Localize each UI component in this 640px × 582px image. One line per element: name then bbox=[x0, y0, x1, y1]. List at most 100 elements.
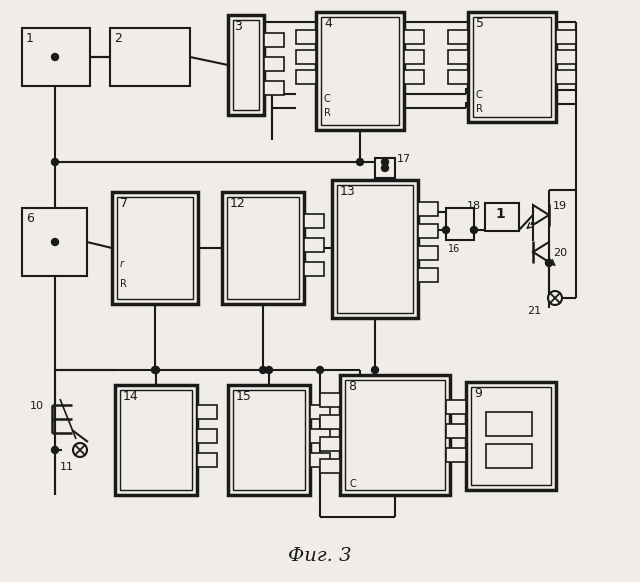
Bar bbox=[446, 424, 466, 438]
Text: R: R bbox=[120, 279, 127, 289]
Circle shape bbox=[51, 54, 58, 61]
Bar bbox=[556, 50, 576, 64]
Bar bbox=[310, 453, 330, 467]
Text: 19: 19 bbox=[553, 201, 567, 211]
Bar bbox=[264, 33, 284, 47]
Bar bbox=[316, 12, 404, 130]
Circle shape bbox=[152, 367, 159, 374]
Text: 16: 16 bbox=[448, 244, 460, 254]
Polygon shape bbox=[533, 242, 549, 262]
Bar bbox=[468, 12, 556, 122]
Circle shape bbox=[259, 367, 266, 374]
Bar bbox=[345, 380, 445, 490]
Bar bbox=[418, 202, 438, 216]
Text: 3: 3 bbox=[234, 20, 242, 33]
Bar bbox=[197, 405, 217, 419]
Text: 7: 7 bbox=[120, 197, 128, 210]
Bar bbox=[556, 30, 576, 44]
Bar bbox=[117, 197, 193, 299]
Text: 12: 12 bbox=[230, 197, 246, 210]
Bar bbox=[120, 390, 192, 490]
Circle shape bbox=[548, 291, 562, 305]
Circle shape bbox=[152, 367, 159, 374]
Bar bbox=[320, 459, 340, 473]
Bar bbox=[115, 385, 197, 495]
Circle shape bbox=[381, 165, 388, 172]
Text: 15: 15 bbox=[236, 390, 252, 403]
Bar bbox=[264, 57, 284, 71]
Bar bbox=[197, 453, 217, 467]
Bar bbox=[446, 208, 474, 240]
Bar bbox=[466, 382, 556, 490]
Bar bbox=[337, 185, 413, 313]
Text: 20: 20 bbox=[553, 248, 567, 258]
Bar bbox=[375, 158, 395, 178]
Circle shape bbox=[356, 158, 364, 165]
Bar bbox=[448, 30, 468, 44]
Circle shape bbox=[317, 367, 323, 374]
Bar bbox=[320, 393, 340, 407]
Text: 21: 21 bbox=[527, 306, 541, 316]
Bar bbox=[332, 180, 418, 318]
Bar bbox=[264, 81, 284, 95]
Circle shape bbox=[73, 443, 87, 457]
Bar bbox=[197, 429, 217, 443]
Bar bbox=[485, 203, 519, 231]
Text: 2: 2 bbox=[114, 32, 122, 45]
Bar bbox=[404, 50, 424, 64]
Bar bbox=[486, 444, 532, 468]
Bar bbox=[228, 15, 264, 115]
Circle shape bbox=[545, 260, 552, 267]
Bar bbox=[296, 70, 316, 84]
Bar bbox=[320, 437, 340, 451]
Text: R: R bbox=[324, 108, 331, 118]
Text: Фиг. 3: Фиг. 3 bbox=[288, 547, 352, 565]
Text: 13: 13 bbox=[340, 185, 356, 198]
Bar bbox=[446, 448, 466, 462]
Circle shape bbox=[442, 226, 449, 233]
Bar bbox=[340, 375, 450, 495]
Text: 17: 17 bbox=[397, 154, 411, 164]
Text: 6: 6 bbox=[26, 212, 34, 225]
Text: 11: 11 bbox=[60, 462, 74, 472]
Bar bbox=[320, 415, 340, 429]
Bar bbox=[110, 28, 190, 86]
Bar bbox=[222, 192, 304, 304]
Bar bbox=[486, 412, 532, 436]
Bar bbox=[310, 405, 330, 419]
Bar bbox=[304, 238, 324, 252]
Text: 10: 10 bbox=[30, 401, 44, 411]
Circle shape bbox=[51, 158, 58, 165]
Circle shape bbox=[266, 367, 273, 374]
Polygon shape bbox=[533, 205, 549, 225]
Circle shape bbox=[381, 158, 388, 165]
Bar bbox=[304, 262, 324, 276]
Text: 4: 4 bbox=[324, 17, 332, 30]
Bar bbox=[228, 385, 310, 495]
Bar bbox=[227, 197, 299, 299]
Bar bbox=[233, 390, 305, 490]
Circle shape bbox=[371, 367, 378, 374]
Bar bbox=[404, 70, 424, 84]
Bar bbox=[418, 224, 438, 238]
Bar bbox=[22, 208, 87, 276]
Bar bbox=[448, 70, 468, 84]
Text: 18: 18 bbox=[467, 201, 481, 211]
Text: 9: 9 bbox=[474, 387, 482, 400]
Text: 5: 5 bbox=[476, 17, 484, 30]
Bar bbox=[296, 30, 316, 44]
Bar bbox=[418, 268, 438, 282]
Bar bbox=[471, 387, 551, 485]
Circle shape bbox=[470, 226, 477, 233]
Text: C: C bbox=[350, 479, 356, 489]
Bar bbox=[448, 50, 468, 64]
Text: r: r bbox=[120, 259, 124, 269]
Bar bbox=[404, 30, 424, 44]
Bar bbox=[233, 20, 259, 110]
Circle shape bbox=[51, 446, 58, 453]
Bar bbox=[473, 17, 551, 117]
Bar bbox=[418, 246, 438, 260]
Text: 1: 1 bbox=[26, 32, 34, 45]
Bar bbox=[556, 70, 576, 84]
Text: 8: 8 bbox=[348, 380, 356, 393]
